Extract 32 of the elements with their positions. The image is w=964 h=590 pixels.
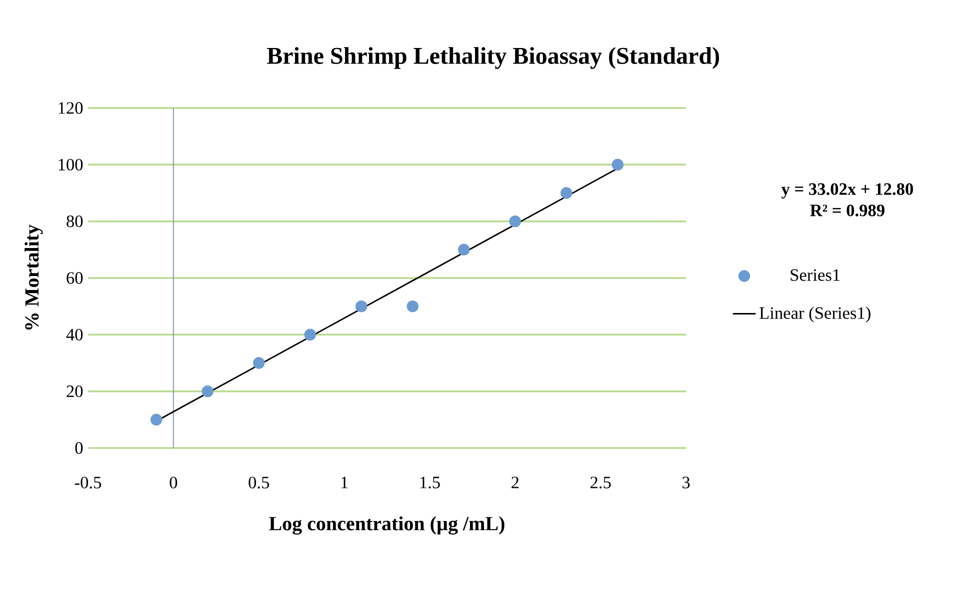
point bbox=[509, 215, 522, 228]
x-tick-label: 2.5 bbox=[590, 476, 611, 488]
x-tick-label: 2 bbox=[512, 476, 519, 488]
x-axis-title: Log concentration (µg /mL) bbox=[269, 516, 504, 535]
y-tick-label: 80 bbox=[66, 215, 83, 228]
y-tick-label: 40 bbox=[66, 328, 83, 341]
x-tick-label: 0 bbox=[170, 476, 178, 488]
chart-title: Brine Shrimp Lethality Bioassay (Standard) bbox=[267, 47, 719, 69]
x-tick-label: 1 bbox=[341, 476, 348, 488]
y-tick-label: 0 bbox=[75, 442, 83, 454]
point bbox=[356, 300, 368, 312]
point bbox=[406, 300, 418, 312]
x-tick-label: -0.5 bbox=[74, 476, 102, 488]
y-tick-label: 120 bbox=[58, 102, 83, 114]
x-tick-label: 3 bbox=[682, 476, 690, 488]
text: R² = 0.989 bbox=[810, 204, 884, 216]
point bbox=[252, 357, 265, 369]
y-axis-title: % Mortality bbox=[24, 224, 43, 330]
point bbox=[560, 187, 572, 199]
point bbox=[150, 414, 162, 426]
y-tick-label: 100 bbox=[58, 158, 83, 171]
x-tick-label: 1.5 bbox=[420, 476, 440, 488]
y-tick-label: 60 bbox=[66, 272, 83, 284]
legend-label: Linear (Series1) bbox=[760, 306, 870, 322]
y-tick-label: 20 bbox=[66, 385, 83, 398]
point bbox=[202, 385, 214, 398]
text: y = 33.02x + 12.80 bbox=[781, 183, 914, 199]
point bbox=[304, 328, 316, 341]
point bbox=[458, 244, 470, 256]
x-tick-label: 0.5 bbox=[248, 476, 270, 488]
point bbox=[612, 158, 624, 171]
legend-label: Series1 bbox=[790, 269, 840, 281]
